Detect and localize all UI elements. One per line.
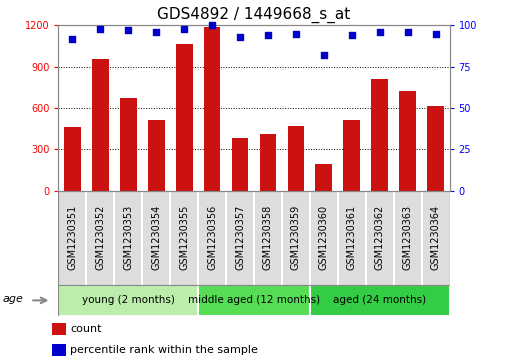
Bar (260, 134, 276, 191)
Bar (232, 138, 248, 191)
Text: GSM1230358: GSM1230358 (263, 205, 273, 270)
Bar (315, 164, 332, 191)
Bar (288, 126, 304, 191)
Point (208, 23, 216, 28)
Bar (310, 285, 450, 316)
Bar (371, 79, 388, 191)
Point (431, 31, 439, 37)
Text: age: age (3, 294, 24, 304)
Text: GSM1230352: GSM1230352 (96, 205, 105, 270)
Text: middle aged (12 months): middle aged (12 months) (188, 295, 320, 305)
Text: percentile rank within the sample: percentile rank within the sample (70, 345, 258, 355)
Text: GSM1230351: GSM1230351 (68, 205, 77, 270)
Text: GSM1230353: GSM1230353 (123, 205, 133, 270)
Point (124, 28, 132, 33)
Text: GSM1230362: GSM1230362 (375, 205, 385, 270)
Point (403, 29, 411, 35)
Text: count: count (70, 324, 102, 334)
Bar (52, 323, 67, 335)
Bar (148, 121, 165, 191)
Text: GSM1230356: GSM1230356 (207, 205, 217, 270)
Point (375, 29, 384, 35)
Text: GSM1230364: GSM1230364 (431, 205, 440, 270)
Bar (120, 98, 137, 191)
Text: GSM1230363: GSM1230363 (403, 205, 412, 270)
Point (180, 26, 188, 32)
Bar (204, 28, 220, 191)
Text: GSM1230354: GSM1230354 (151, 205, 161, 270)
Point (96, 26, 104, 32)
Text: GSM1230357: GSM1230357 (235, 205, 245, 270)
Text: young (2 months): young (2 months) (82, 295, 175, 305)
Bar (399, 91, 416, 191)
Bar (64, 127, 81, 191)
Text: GSM1230361: GSM1230361 (347, 205, 357, 270)
Point (236, 34, 244, 40)
Bar (92, 59, 109, 191)
Text: aged (24 months): aged (24 months) (333, 295, 426, 305)
Point (320, 52, 328, 58)
Bar (198, 285, 310, 316)
Point (264, 32, 272, 38)
Point (152, 29, 160, 35)
Bar (52, 344, 67, 356)
Text: GSM1230359: GSM1230359 (291, 205, 301, 270)
Bar (176, 44, 193, 191)
Text: GSM1230355: GSM1230355 (179, 205, 189, 270)
Point (292, 31, 300, 37)
Point (68, 36, 76, 41)
Bar (427, 106, 444, 191)
Bar (343, 121, 360, 191)
Text: GSM1230360: GSM1230360 (319, 205, 329, 270)
Bar (58, 285, 198, 316)
Point (347, 32, 356, 38)
Title: GDS4892 / 1449668_s_at: GDS4892 / 1449668_s_at (157, 7, 351, 23)
